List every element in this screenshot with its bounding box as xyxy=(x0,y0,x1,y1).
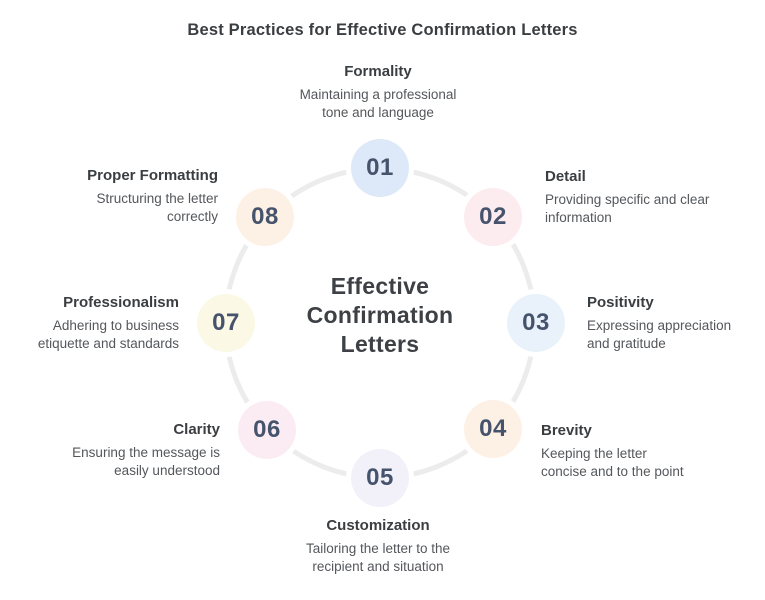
node-07-number: 07 xyxy=(212,309,240,336)
label-professionalism-description: Adhering to business etiquette and stand… xyxy=(37,318,179,351)
label-positivity: Positivity Expressing appreciation and g… xyxy=(587,293,762,353)
node-03-number: 03 xyxy=(522,309,550,336)
label-positivity-title: Positivity xyxy=(587,294,654,311)
node-04-number: 04 xyxy=(479,415,507,442)
node-01-number: 01 xyxy=(366,154,394,181)
label-professionalism: Professionalism Adhering to business eti… xyxy=(0,293,179,353)
node-02-number: 02 xyxy=(479,203,507,230)
label-proper-formatting: Proper Formatting Structuring the letter… xyxy=(3,166,218,226)
label-brevity-description: Keeping the letter concise and to the po… xyxy=(541,446,684,479)
label-customization-title: Customization xyxy=(326,517,430,534)
node-01: 01 xyxy=(351,139,409,197)
label-brevity: Brevity Keeping the letter concise and t… xyxy=(541,421,751,481)
label-formality: Formality Maintaining a professional ton… xyxy=(228,62,528,122)
label-formality-title: Formality xyxy=(344,63,412,80)
label-clarity-description: Ensuring the message is easily understoo… xyxy=(72,445,220,478)
node-06: 06 xyxy=(238,401,296,459)
node-05-number: 05 xyxy=(366,464,394,491)
label-customization: Customization Tailoring the letter to th… xyxy=(228,516,528,576)
node-05: 05 xyxy=(351,449,409,507)
label-brevity-title: Brevity xyxy=(541,422,592,439)
node-03: 03 xyxy=(507,294,565,352)
label-customization-description: Tailoring the letter to the recipient an… xyxy=(305,541,451,574)
label-professionalism-title: Professionalism xyxy=(63,294,179,311)
node-04: 04 xyxy=(464,400,522,458)
label-proper-formatting-description: Structuring the letter correctly xyxy=(96,191,218,224)
node-07: 07 xyxy=(197,294,255,352)
label-clarity: Clarity Ensuring the message is easily u… xyxy=(0,420,220,480)
label-detail-title: Detail xyxy=(545,168,586,185)
label-formality-description: Maintaining a professional tone and lang… xyxy=(299,87,457,120)
label-clarity-title: Clarity xyxy=(173,421,220,438)
diagram-center-label: Effective Confirmation Letters xyxy=(306,273,454,357)
page-title: Best Practices for Effective Confirmatio… xyxy=(187,21,578,39)
label-detail: Detail Providing specific and clear info… xyxy=(545,167,755,227)
label-detail-description: Providing specific and clear information xyxy=(545,192,710,225)
label-proper-formatting-title: Proper Formatting xyxy=(87,167,218,184)
node-06-number: 06 xyxy=(253,416,281,443)
node-02: 02 xyxy=(464,188,522,246)
label-positivity-description: Expressing appreciation and gratitude xyxy=(587,318,732,351)
node-08-number: 08 xyxy=(251,203,279,230)
node-08: 08 xyxy=(236,188,294,246)
